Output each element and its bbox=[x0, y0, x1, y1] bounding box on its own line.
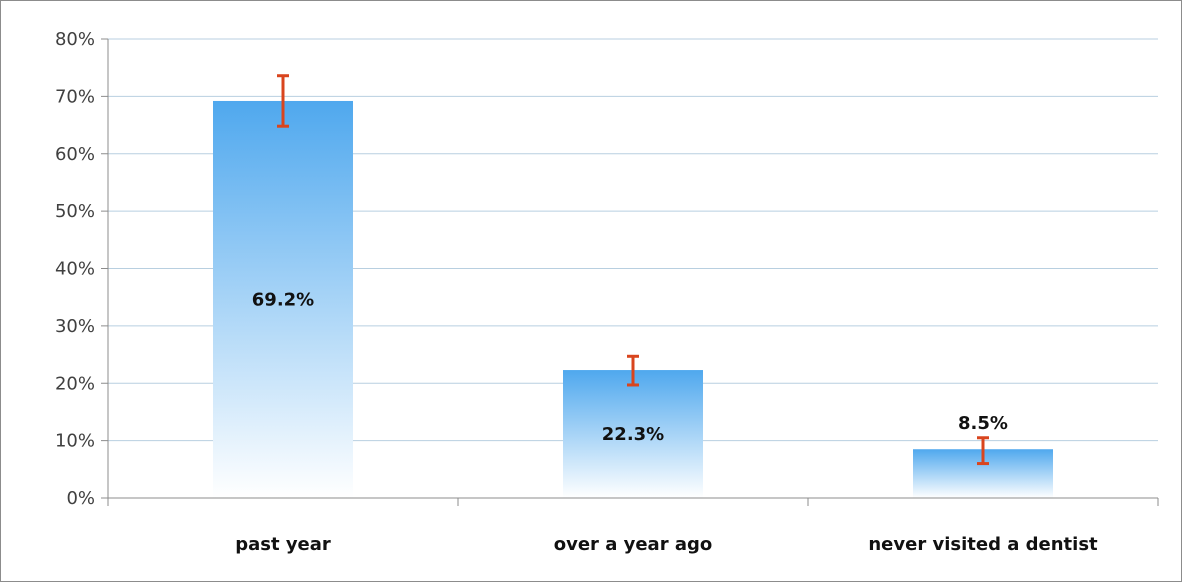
y-tick-label: 60% bbox=[55, 144, 95, 165]
y-axis-ticks: 0% 10% 20% 30% 40% 50% 60% 70% 80% bbox=[55, 29, 108, 509]
y-tick-label: 10% bbox=[55, 431, 95, 452]
bars bbox=[213, 100, 1053, 498]
error-bars bbox=[277, 74, 989, 466]
y-tick-label: 70% bbox=[55, 86, 95, 107]
bar-0 bbox=[213, 100, 353, 498]
data-label-0: 69.2% bbox=[252, 289, 314, 310]
y-tick-label: 80% bbox=[55, 29, 95, 50]
y-tick-label: 0% bbox=[66, 488, 95, 509]
bar-1 bbox=[563, 370, 703, 498]
y-tick-label: 40% bbox=[55, 259, 95, 280]
axes bbox=[107, 39, 1159, 506]
data-label-1: 22.3% bbox=[602, 424, 664, 445]
data-label-2: 8.5% bbox=[958, 413, 1008, 434]
x-axis-labels: past year over a year ago never visited a … bbox=[235, 534, 1098, 555]
data-labels: 69.2% 22.3% 8.5% bbox=[252, 289, 1008, 445]
x-category-label-0: past year bbox=[235, 534, 331, 555]
x-category-label-1: over a year ago bbox=[554, 534, 713, 555]
x-category-label-2: never visited a dentist bbox=[868, 534, 1098, 555]
y-tick-label: 30% bbox=[55, 316, 95, 337]
y-tick-label: 20% bbox=[55, 373, 95, 394]
y-tick-label: 50% bbox=[55, 201, 95, 222]
